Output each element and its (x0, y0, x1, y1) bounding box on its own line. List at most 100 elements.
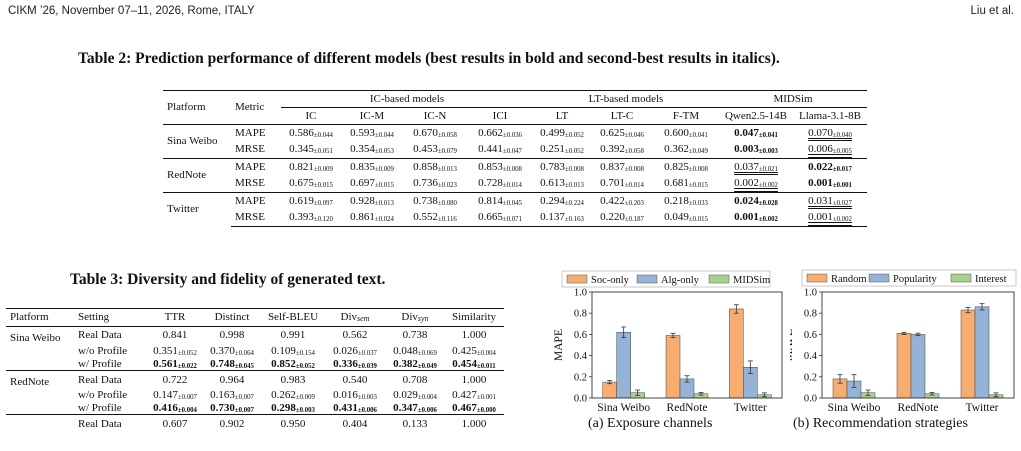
col-distinct: Distinct (202, 308, 262, 327)
value-cell: 0.022±0.017 (793, 158, 867, 176)
value-cell: 0.821±0.009 (281, 158, 341, 176)
std-value: 0.116 (441, 216, 457, 224)
value-cell: 0.697±0.015 (350, 177, 394, 190)
value: 0.675 (289, 177, 314, 190)
std-value: 0.044 (378, 131, 394, 139)
value-cell: 0.738±0.080 (403, 192, 467, 210)
metric-cell: MRSE (235, 143, 265, 156)
std-value: 0.058 (441, 131, 457, 139)
value-cell: 0.670±0.058 (403, 124, 467, 142)
value-cell: 0.362±0.049 (664, 143, 708, 156)
value-cell: 0.354±0.053 (350, 143, 394, 156)
value: 0.453 (413, 143, 438, 156)
value-cell: 0.133 (386, 414, 444, 433)
value-cell: 0.370±0.064 (210, 344, 254, 357)
value-cell: 0.003±0.003 (734, 143, 778, 156)
std-value: 0.045 (506, 199, 522, 207)
y-tick-label: 0.4 (804, 351, 818, 362)
metric-cell: MAPE (231, 124, 281, 142)
setting-cell: Real Data (74, 326, 148, 345)
value-cell: 0.983 (262, 370, 324, 389)
value: 0.137 (540, 211, 565, 224)
table-row: MRSE 0.393±0.120 0.861±0.024 0.552±0.116 0.6… (163, 209, 867, 227)
value-cell: 0.467±0.000 (452, 401, 496, 414)
legend-swatch-random (806, 273, 828, 283)
value: 0.853 (478, 160, 503, 173)
value-cell: 0.345±0.051 (289, 143, 333, 156)
std-value: 0.017 (836, 165, 852, 173)
std-value: 0.047 (506, 148, 522, 156)
bar-random-twitter (960, 309, 976, 399)
table3-caption: Table 3: Diversity and fidelity of gener… (70, 271, 386, 288)
value: 0.218 (664, 194, 689, 207)
group-ic: IC-based models (281, 90, 533, 108)
value-cell: 0.347±0.006 (393, 401, 437, 414)
legend-swatch-alg-only (636, 274, 658, 284)
table-row: Sina Weibo Real Data 0.841 0.998 0.991 0.562 0… (6, 326, 504, 345)
value-cell: 0.540 (324, 370, 386, 389)
value: 0.835 (350, 160, 375, 173)
table-row: w/o Profile 0.147±0.007 0.163±0.007 0.262±0… (6, 389, 504, 402)
col-model-lt-c: LT-C (610, 109, 634, 122)
value: 0.499 (540, 126, 565, 139)
y-tick-label: 0.2 (804, 372, 817, 383)
std-value: 0.003 (762, 148, 778, 156)
y-tick-label: 0.8 (804, 309, 817, 320)
value-cell: 0.730±0.007 (210, 401, 254, 414)
value-cell: 0.002±0.002 (734, 177, 778, 190)
value: 0.003 (734, 143, 759, 156)
std-value: 0.015 (692, 216, 708, 224)
value: 0.001 (734, 211, 759, 224)
table2: Platform Metric IC-based models LT-based… (163, 90, 867, 227)
std-value: 0.008 (628, 165, 644, 173)
std-value: 0.079 (441, 148, 457, 156)
value-cell: 0.431±0.006 (333, 401, 377, 414)
y-tick-label: 0.4 (574, 351, 588, 362)
value: 0.037 (734, 160, 759, 173)
value: 0.552 (413, 211, 438, 224)
y-tick-label: 0.6 (804, 330, 817, 341)
value: 0.928 (350, 194, 375, 207)
bar-soc-only-twitter (729, 308, 744, 399)
value-cell: 0.001±0.002 (793, 209, 867, 227)
std-value: 0.013 (568, 182, 584, 190)
value: 0.006 (808, 143, 833, 156)
metric-cell: MAPE (231, 192, 281, 210)
platform-cell (6, 358, 74, 371)
value-cell: 0.453±0.079 (413, 143, 457, 156)
value: 0.619 (289, 194, 314, 207)
x-tick-label: Sina Weibo (828, 402, 881, 414)
std-value: 0.002 (762, 216, 778, 224)
col-platform: Platform (6, 308, 74, 327)
value: 0.701 (600, 177, 625, 190)
value: 0.024 (734, 194, 759, 207)
value-cell: 0.552±0.116 (403, 209, 467, 227)
exposure-channels-chart: Soc-only Alg-only MIDSim 0.0 0.2 0.4 0.6 0.8 1.0… (553, 270, 783, 414)
value-cell: 0.950 (262, 414, 324, 433)
x-tick-label: Twitter (965, 402, 998, 414)
std-value: 0.014 (506, 182, 522, 190)
value-cell: 0.722 (148, 370, 202, 389)
value: 0.613 (540, 177, 565, 190)
plot-frame (821, 291, 1015, 399)
std-value: 0.008 (692, 165, 708, 173)
col-model-llama-3-1-8b: Llama-3.1-8B (798, 109, 861, 122)
value: 0.422 (600, 194, 625, 207)
value-cell: 0.404 (324, 414, 386, 433)
value-cell: 0.026±0.037 (333, 344, 377, 357)
value-cell: 0.416±0.004 (153, 401, 197, 414)
std-value: 0.028 (762, 199, 778, 207)
value-cell: 0.037±0.021 (719, 158, 793, 176)
std-value: 0.187 (628, 216, 644, 224)
value-cell: 0.298±0.003 (271, 401, 315, 414)
std-value: 0.023 (441, 182, 457, 190)
legend-label-interest: Interest (975, 274, 1007, 285)
col-div-syn: Divsyn (386, 308, 444, 327)
value-cell: 0.736±0.023 (413, 177, 457, 190)
value: 0.600 (664, 126, 689, 139)
value-cell: 0.336±0.039 (333, 357, 377, 370)
std-value: 0.120 (317, 216, 333, 224)
setting-cell: w/ Profile (78, 357, 122, 370)
value-cell: 0.047±0.041 (719, 124, 793, 142)
value-cell: 0.600±0.041 (653, 124, 719, 142)
